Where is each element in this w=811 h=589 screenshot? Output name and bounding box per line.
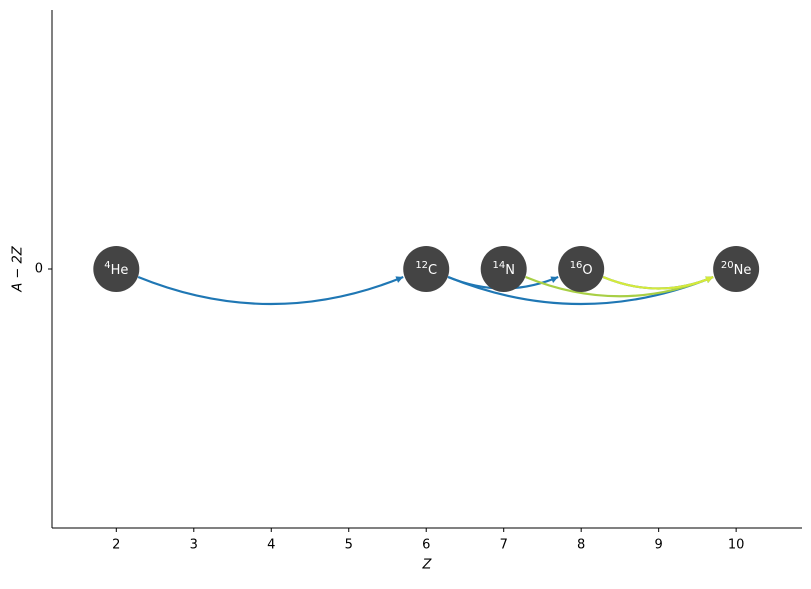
- reaction-link: [137, 275, 404, 305]
- x-tick-label: 9: [655, 538, 663, 553]
- node-label: 16O: [570, 260, 593, 278]
- x-axis-label: Z: [422, 558, 433, 573]
- node-label: 20Ne: [721, 260, 751, 278]
- node-mass: 12: [415, 260, 428, 271]
- node-mass: 14: [492, 260, 505, 271]
- x-tick-label: 10: [728, 538, 745, 553]
- node-symbol: He: [111, 263, 129, 278]
- nucleus-node: [558, 246, 605, 292]
- nucleus-node: [480, 246, 527, 292]
- x-tick-label: 6: [422, 538, 430, 553]
- arrow-head: [705, 276, 714, 283]
- node-symbol: O: [582, 263, 592, 278]
- reaction-link: [602, 275, 714, 290]
- x-tick-label: 5: [345, 538, 353, 553]
- node-symbol: N: [505, 263, 515, 278]
- y-tick-label: 0: [35, 262, 43, 277]
- y-axis-label: A − 2Z: [11, 245, 26, 292]
- nucleus-node: [93, 246, 140, 292]
- arrow-head: [550, 276, 559, 283]
- x-tick-label: 2: [112, 538, 120, 553]
- x-tick-label: 3: [190, 538, 198, 553]
- node-label: 14N: [492, 260, 514, 278]
- node-symbol: C: [428, 263, 437, 278]
- nucleus-node: [403, 246, 450, 292]
- node-label: 12C: [415, 260, 437, 278]
- arrow-head: [395, 276, 404, 283]
- x-tick-label: 8: [577, 538, 585, 553]
- node-label: 4He: [104, 260, 128, 278]
- node-mass: 16: [570, 260, 583, 271]
- node-symbol: Ne: [734, 263, 752, 278]
- node-mass: 4: [104, 260, 110, 271]
- x-tick-label: 4: [267, 538, 275, 553]
- nucleus-node: [713, 246, 760, 292]
- node-mass: 20: [721, 260, 734, 271]
- x-tick-label: 7: [500, 538, 508, 553]
